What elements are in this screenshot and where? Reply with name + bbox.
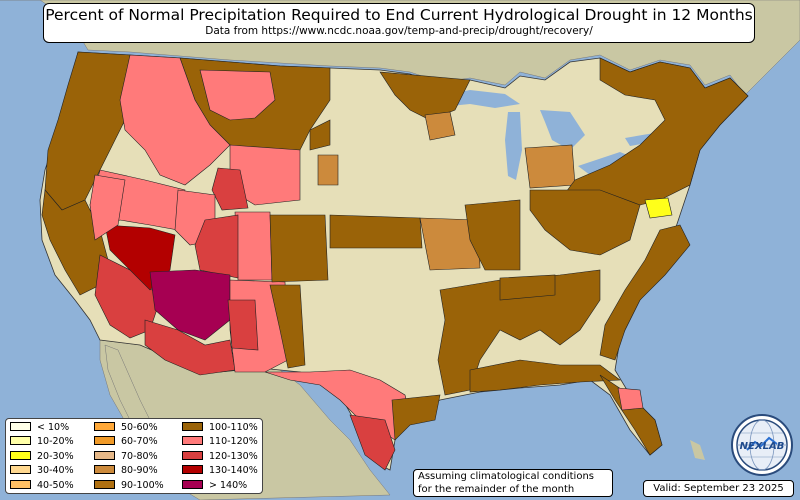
logo-text: NEXLAB — [740, 441, 785, 452]
legend-label-4: 40-50% — [37, 480, 74, 491]
lake-huron — [540, 110, 585, 150]
legend-label-8: 80-90% — [121, 465, 158, 476]
region-plains-brown — [309, 119, 331, 151]
legend-swatch-10 — [182, 422, 203, 431]
legend-swatch-5 — [94, 422, 115, 431]
region-florida-pink — [617, 387, 644, 411]
region-texas-brown — [391, 394, 441, 441]
legend-item-11: 110-120% — [182, 435, 258, 448]
legend-swatch-0 — [10, 422, 31, 431]
map-subtitle: Data from https://www.ncdc.noaa.gov/temp… — [205, 25, 593, 37]
legend-item-13: 130-140% — [182, 464, 258, 477]
region-midatlantic-brown — [529, 189, 641, 256]
lake-michigan — [505, 112, 522, 180]
legend-item-2: 20-30% — [10, 450, 74, 463]
region-coast-brown — [599, 224, 691, 361]
assumption-note: Assuming climatological conditions for t… — [413, 469, 613, 497]
legend-item-0: < 10% — [10, 421, 69, 434]
legend-swatch-1 — [10, 436, 31, 445]
legend-item-5: 50-60% — [94, 421, 158, 434]
region-wisconsin-tan — [424, 111, 456, 141]
legend-swatch-2 — [10, 451, 31, 460]
legend-swatch-6 — [94, 436, 115, 445]
note-line-2: for the remainder of the month — [418, 483, 575, 495]
region-montana-pink — [199, 69, 276, 121]
region-south-brown — [437, 269, 601, 396]
region-ne-tan — [317, 154, 339, 186]
region-idaho-pink — [119, 54, 231, 186]
region-oklahoma-brown — [269, 284, 306, 369]
lake-erie — [578, 152, 630, 175]
region-arizona-magenta — [149, 269, 231, 341]
legend-label-6: 60-70% — [121, 436, 158, 447]
title-box: Percent of Normal Precipitation Required… — [43, 3, 755, 43]
valid-date: Valid: September 23 2025 — [643, 480, 794, 497]
region-mo-tan — [419, 217, 481, 271]
globe-icon: NEXLAB — [736, 419, 788, 471]
region-maryland-yellow — [644, 197, 673, 219]
legend-swatch-13 — [182, 465, 203, 474]
legend-label-3: 30-40% — [37, 465, 74, 476]
legend-label-11: 110-120% — [209, 436, 258, 447]
legend-item-12: 120-130% — [182, 450, 258, 463]
legend-label-12: 120-130% — [209, 451, 258, 462]
region-colorado-pink — [234, 211, 273, 281]
region-nm-red — [227, 299, 259, 351]
legend-swatch-3 — [10, 465, 31, 474]
region-gulf-brown — [469, 359, 621, 393]
region-wyoming-dark — [211, 167, 249, 211]
region-ks-brown — [329, 214, 423, 249]
legend-item-1: 10-20% — [10, 435, 74, 448]
region-colorado-brown — [269, 214, 329, 283]
legend-label-7: 70-80% — [121, 451, 158, 462]
legend: < 10% 10-20% 20-30% 30-40% 40-50% 50-60%… — [5, 418, 263, 494]
legend-swatch-14 — [182, 480, 203, 489]
legend-label-1: 10-20% — [37, 436, 74, 447]
note-line-1: Assuming climatological conditions — [418, 471, 594, 482]
legend-label-5: 50-60% — [121, 422, 158, 433]
legend-item-4: 40-50% — [10, 479, 74, 492]
legend-item-14: > 140% — [182, 479, 247, 492]
legend-label-0: < 10% — [37, 422, 70, 433]
region-illinois-brown — [464, 199, 521, 271]
legend-item-3: 30-40% — [10, 464, 74, 477]
legend-item-9: 90-100% — [94, 479, 164, 492]
legend-swatch-11 — [182, 436, 203, 445]
bahamas — [690, 440, 705, 460]
region-great-basin-pink — [89, 174, 126, 241]
legend-swatch-4 — [10, 480, 31, 489]
legend-item-10: 100-110% — [182, 421, 258, 434]
legend-swatch-8 — [94, 465, 115, 474]
legend-item-6: 60-70% — [94, 435, 158, 448]
region-michigan-tan — [524, 144, 576, 189]
legend-swatch-12 — [182, 451, 203, 460]
legend-label-9: 90-100% — [121, 480, 164, 491]
legend-swatch-9 — [94, 480, 115, 489]
legend-label-14: > 140% — [209, 480, 248, 491]
region-texas-red — [349, 414, 396, 471]
region-tn-brown — [499, 274, 556, 301]
legend-label-2: 20-30% — [37, 451, 74, 462]
legend-label-10: 100-110% — [209, 422, 258, 433]
legend-label-13: 130-140% — [209, 465, 258, 476]
legend-item-8: 80-90% — [94, 464, 158, 477]
legend-swatch-7 — [94, 451, 115, 460]
legend-item-7: 70-80% — [94, 450, 158, 463]
nexlab-logo: NEXLAB — [731, 414, 793, 476]
map-title: Percent of Normal Precipitation Required… — [45, 6, 753, 24]
